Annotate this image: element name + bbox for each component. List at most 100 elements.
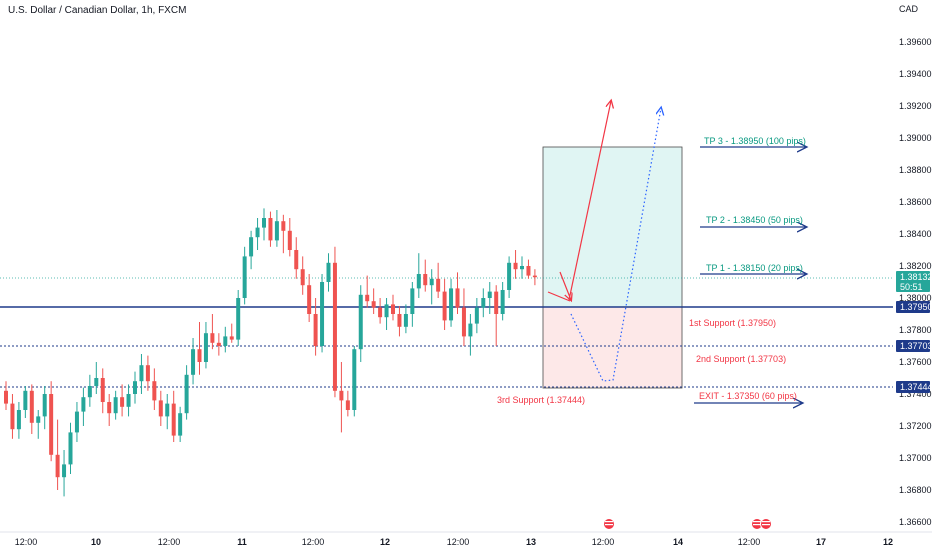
price-tick-label: 1.38400	[899, 229, 932, 239]
support-2-label: 2nd Support (1.37703)	[696, 354, 786, 364]
time-tick-label: 12:00	[158, 537, 181, 547]
candle-up	[81, 387, 86, 426]
exit-label: EXIT - 1.37350 (60 pips)	[699, 391, 797, 401]
tp3-label: TP 3 - 1.38950 (100 pips)	[704, 136, 806, 146]
price-tick-label: 1.37000	[899, 453, 932, 463]
candle-down	[494, 285, 499, 346]
candle-down	[10, 394, 15, 439]
candle-up	[74, 402, 79, 442]
time-tick-label: 14	[673, 537, 683, 547]
support-1-label: 1st Support (1.37950)	[689, 318, 776, 328]
time-tick-label: 17	[816, 537, 826, 547]
candle-up	[403, 304, 408, 334]
candle-down	[4, 381, 8, 410]
candle-up	[113, 390, 118, 420]
candle-down	[391, 294, 395, 321]
level-3-tag: 1.37444	[896, 381, 932, 393]
price-tick-label: 1.36600	[899, 517, 932, 527]
candle-down	[294, 237, 299, 279]
candle-up	[16, 402, 21, 439]
candle-up	[139, 354, 144, 394]
time-tick-label: 10	[91, 537, 101, 547]
candle-up	[384, 298, 389, 330]
time-axis[interactable]: 12:00 10 12:00 11 12:00 12 12:00 13 12:00 14 12:00…	[15, 537, 893, 547]
candle-down	[216, 333, 221, 356]
time-tick-label: 12:00	[447, 537, 470, 547]
price-tick-label: 1.36800	[899, 485, 932, 495]
last-price-value: 1.38132	[900, 272, 932, 282]
us-flag-event-icon[interactable]	[603, 518, 615, 530]
candle-up	[203, 322, 208, 369]
price-tick-label: 1.39000	[899, 133, 932, 143]
candle-down	[171, 390, 176, 442]
candle-up	[62, 450, 67, 497]
red-down-arrow	[559, 271, 571, 300]
candle-up	[191, 338, 196, 385]
candle-up	[449, 278, 454, 327]
candle-up	[320, 274, 325, 353]
time-tick-label: 12	[380, 537, 390, 547]
candle-up	[416, 253, 421, 298]
candle-down	[229, 323, 234, 343]
candle-down	[29, 384, 34, 434]
price-tick-label: 1.38000	[899, 293, 932, 303]
time-tick-label: 12:00	[15, 537, 38, 547]
price-axis[interactable]: 1.39600 1.39400 1.39200 1.39000 1.38800 1.386…	[899, 37, 932, 527]
symbol-title: U.S. Dollar / Canadian Dollar, 1h, FXCM	[8, 5, 186, 16]
candle-up	[429, 269, 434, 305]
candle-down	[365, 275, 370, 308]
candle-down	[49, 381, 54, 462]
price-tick-label: 1.38200	[899, 261, 932, 271]
candle-down	[345, 390, 350, 417]
candle-down	[461, 288, 466, 346]
candle-up	[68, 422, 73, 474]
time-tick-label: 11	[237, 537, 247, 547]
candle-up	[487, 282, 492, 314]
candle-down	[371, 288, 376, 314]
candle-up	[236, 290, 241, 346]
us-flag-event-icon[interactable]	[760, 518, 772, 530]
candle-down	[532, 269, 537, 286]
price-tick-label: 1.38800	[899, 165, 932, 175]
candle-up	[242, 246, 247, 305]
time-tick-label: 12:00	[302, 537, 325, 547]
candle-down	[513, 250, 518, 279]
candle-down	[107, 394, 112, 426]
loss-zone	[542, 306, 683, 389]
svg-text:1.37950: 1.37950	[900, 302, 932, 312]
candle-down	[210, 314, 215, 350]
red-up-arrow	[568, 101, 611, 301]
price-tick-label: 1.37600	[899, 357, 932, 367]
blue-projection-arrow	[570, 108, 661, 382]
candle-up	[352, 346, 357, 417]
candle-up	[184, 365, 189, 420]
tp1-label: TP 1 - 1.38150 (20 pips)	[706, 263, 803, 273]
time-tick-label: 12:00	[592, 537, 615, 547]
profit-zone	[542, 146, 683, 308]
candle-up	[165, 394, 170, 430]
candle-down	[423, 259, 428, 292]
candle-down	[100, 368, 105, 414]
candle-down	[526, 259, 531, 279]
candle-up	[520, 256, 524, 279]
candle-down	[197, 322, 202, 375]
candle-down	[397, 306, 402, 337]
time-tick-label: 12	[883, 537, 893, 547]
svg-text:1.37703: 1.37703	[900, 341, 932, 351]
candle-up	[255, 218, 260, 250]
price-tick-label: 1.39200	[899, 101, 932, 111]
candle-up	[481, 288, 486, 318]
candle-countdown: 50:51	[900, 282, 923, 292]
candle-up	[23, 386, 28, 418]
candle-up	[326, 253, 331, 292]
candle-up	[410, 282, 415, 327]
candle-up	[468, 314, 473, 356]
candle-up	[500, 282, 505, 321]
price-tick-label: 1.38600	[899, 197, 932, 207]
candle-down	[339, 362, 344, 433]
support-3-label: 3rd Support (1.37444)	[497, 395, 585, 405]
candle-down	[442, 278, 447, 330]
candle-down	[307, 274, 312, 322]
